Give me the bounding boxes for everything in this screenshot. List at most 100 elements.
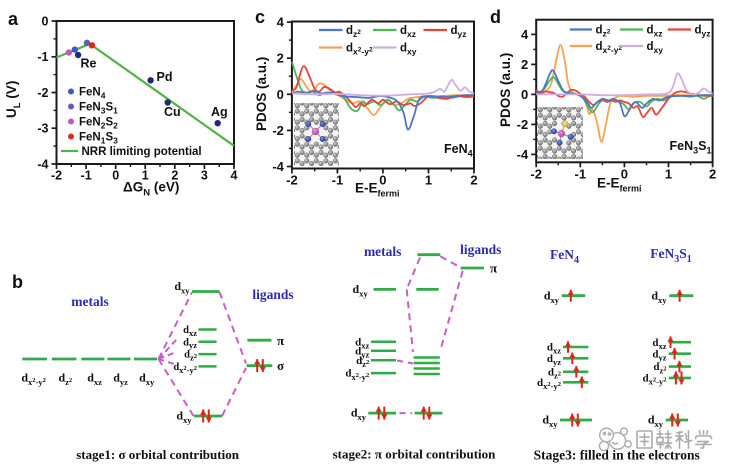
svg-text:dx2-y2: dx2-y2 (596, 41, 623, 55)
svg-text:dz2: dz2 (653, 361, 666, 375)
svg-text:2: 2 (277, 51, 284, 66)
svg-text:dxz: dxz (652, 337, 666, 351)
svg-text:metals: metals (364, 244, 402, 259)
svg-text:dxz: dxz (400, 25, 416, 39)
svg-text:dyz: dyz (183, 337, 197, 350)
svg-text:c: c (255, 7, 265, 27)
svg-text:2: 2 (171, 169, 178, 183)
svg-text:FeN3S1: FeN3S1 (650, 246, 692, 265)
svg-text:Re: Re (81, 57, 97, 71)
svg-text:dx2-y2: dx2-y2 (21, 371, 46, 387)
svg-text:0: 0 (521, 87, 528, 102)
svg-text:Cu: Cu (164, 105, 181, 119)
svg-text:metals: metals (71, 294, 109, 309)
svg-text:0: 0 (42, 14, 49, 28)
svg-text:dx2-y2: dx2-y2 (345, 368, 369, 382)
svg-text:dx2-y2: dx2-y2 (537, 377, 561, 391)
svg-text:dx2-y2: dx2-y2 (643, 373, 667, 387)
svg-text:Pd: Pd (157, 70, 173, 84)
svg-text:-2: -2 (272, 123, 284, 138)
svg-text:ligands: ligands (252, 287, 293, 302)
svg-text:dxz: dxz (355, 336, 369, 350)
svg-text:-1: -1 (575, 166, 587, 181)
svg-text:3: 3 (201, 169, 208, 183)
svg-text:ΔGN (eV): ΔGN (eV) (123, 180, 179, 199)
svg-text:4: 4 (277, 15, 285, 30)
svg-text:dxz: dxz (87, 371, 102, 387)
svg-text:2: 2 (709, 166, 716, 181)
svg-text:dxy: dxy (176, 409, 192, 425)
svg-text:FeN4: FeN4 (444, 142, 473, 159)
svg-text:dyz: dyz (355, 345, 369, 359)
svg-text:stage2: π orbital contribution: stage2: π orbital contribution (333, 447, 497, 462)
svg-text:0: 0 (112, 169, 119, 183)
svg-text:E-Efermi: E-Efermi (355, 181, 400, 199)
svg-text:-2: -2 (51, 169, 62, 183)
svg-text:a: a (8, 9, 19, 29)
svg-text:π: π (490, 261, 497, 276)
svg-text:dx2-y2: dx2-y2 (173, 362, 197, 375)
svg-text:UL (V): UL (V) (4, 81, 23, 118)
svg-text:dxy: dxy (174, 279, 190, 295)
svg-text:dxy: dxy (353, 282, 369, 298)
svg-text:FeN4: FeN4 (79, 86, 106, 100)
svg-text:-4: -4 (517, 147, 529, 162)
svg-text:dyz: dyz (113, 371, 128, 387)
svg-text:stage1: σ orbital contribution: stage1: σ orbital contribution (76, 447, 239, 462)
svg-text:-2: -2 (530, 166, 542, 181)
svg-text:NRR limiting potential: NRR limiting potential (82, 146, 202, 158)
svg-text:dxy: dxy (651, 289, 667, 305)
svg-text:PDOS (a.u.): PDOS (a.u.) (254, 57, 269, 131)
svg-text:-1: -1 (332, 173, 344, 188)
svg-text:-2: -2 (286, 173, 298, 188)
svg-text:0: 0 (379, 173, 386, 188)
svg-text:π: π (277, 333, 284, 348)
svg-text:dxy: dxy (544, 289, 560, 305)
svg-text:dxy: dxy (647, 41, 664, 55)
svg-text:1: 1 (665, 166, 672, 181)
svg-text:dxy: dxy (648, 413, 664, 429)
svg-text:1: 1 (142, 169, 149, 183)
svg-text:-2: -2 (517, 117, 529, 132)
svg-text:E-Efermi: E-Efermi (597, 176, 642, 194)
svg-text:dz2: dz2 (184, 350, 197, 363)
svg-text:dxy: dxy (139, 371, 155, 387)
svg-text:dyz: dyz (695, 25, 711, 39)
svg-text:dxy: dxy (351, 406, 367, 422)
svg-text:-4: -4 (272, 159, 284, 174)
svg-text:dxy: dxy (400, 43, 417, 57)
svg-text:dz2: dz2 (58, 371, 72, 387)
svg-text:dxz: dxz (647, 25, 663, 39)
svg-text:FeN4: FeN4 (550, 247, 579, 266)
svg-text:4: 4 (521, 27, 529, 42)
svg-text:dxz: dxz (547, 342, 561, 356)
svg-text:ligands: ligands (460, 242, 501, 257)
svg-text:2: 2 (521, 57, 528, 72)
svg-text:Stage3: filled in the electron: Stage3: filled in the electrons (534, 448, 700, 463)
svg-text:dz2: dz2 (548, 366, 561, 380)
svg-text:dyz: dyz (451, 25, 467, 39)
svg-text:dz2: dz2 (596, 25, 611, 39)
svg-text:-3: -3 (37, 122, 48, 136)
svg-text:dyz: dyz (652, 348, 666, 362)
svg-text:-1: -1 (81, 169, 92, 183)
svg-text:dz2: dz2 (356, 355, 369, 369)
svg-text:d: d (490, 7, 501, 27)
svg-text:dxz: dxz (183, 325, 197, 338)
svg-text:-2: -2 (37, 86, 48, 100)
svg-text:FeN3S1: FeN3S1 (79, 101, 118, 115)
svg-text:dz2: dz2 (346, 25, 361, 39)
svg-text:0: 0 (621, 166, 628, 181)
svg-text:dyz: dyz (547, 353, 561, 367)
svg-text:1: 1 (425, 173, 432, 188)
svg-text:dx2-y2: dx2-y2 (346, 43, 373, 57)
svg-text:PDOS (a.u.): PDOS (a.u.) (498, 53, 513, 127)
svg-text:FeN3S1: FeN3S1 (670, 139, 712, 156)
svg-text:4: 4 (231, 169, 238, 183)
svg-text:-1: -1 (37, 50, 48, 64)
svg-text:2: 2 (470, 173, 477, 188)
svg-text:FeN2S2: FeN2S2 (79, 116, 118, 130)
svg-text:-4: -4 (37, 157, 48, 171)
svg-text:b: b (12, 272, 23, 292)
svg-text:Ag: Ag (211, 105, 228, 119)
